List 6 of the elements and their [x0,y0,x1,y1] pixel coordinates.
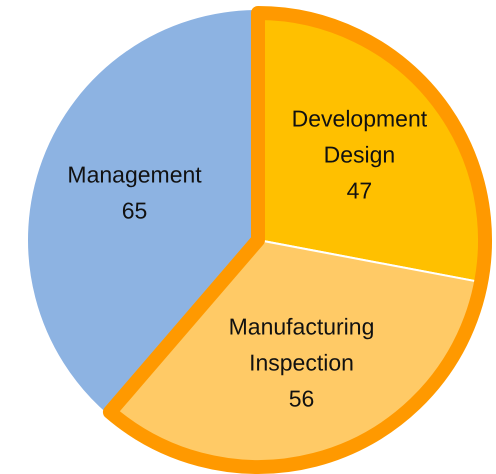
data-label: 65 [122,198,148,224]
data-label: 56 [288,386,314,412]
slice-label: Development Design [292,105,428,168]
slice-label: Manufacturing Inspection [228,314,374,376]
data-label: 47 [346,177,372,204]
slice-label: Management [67,162,202,188]
